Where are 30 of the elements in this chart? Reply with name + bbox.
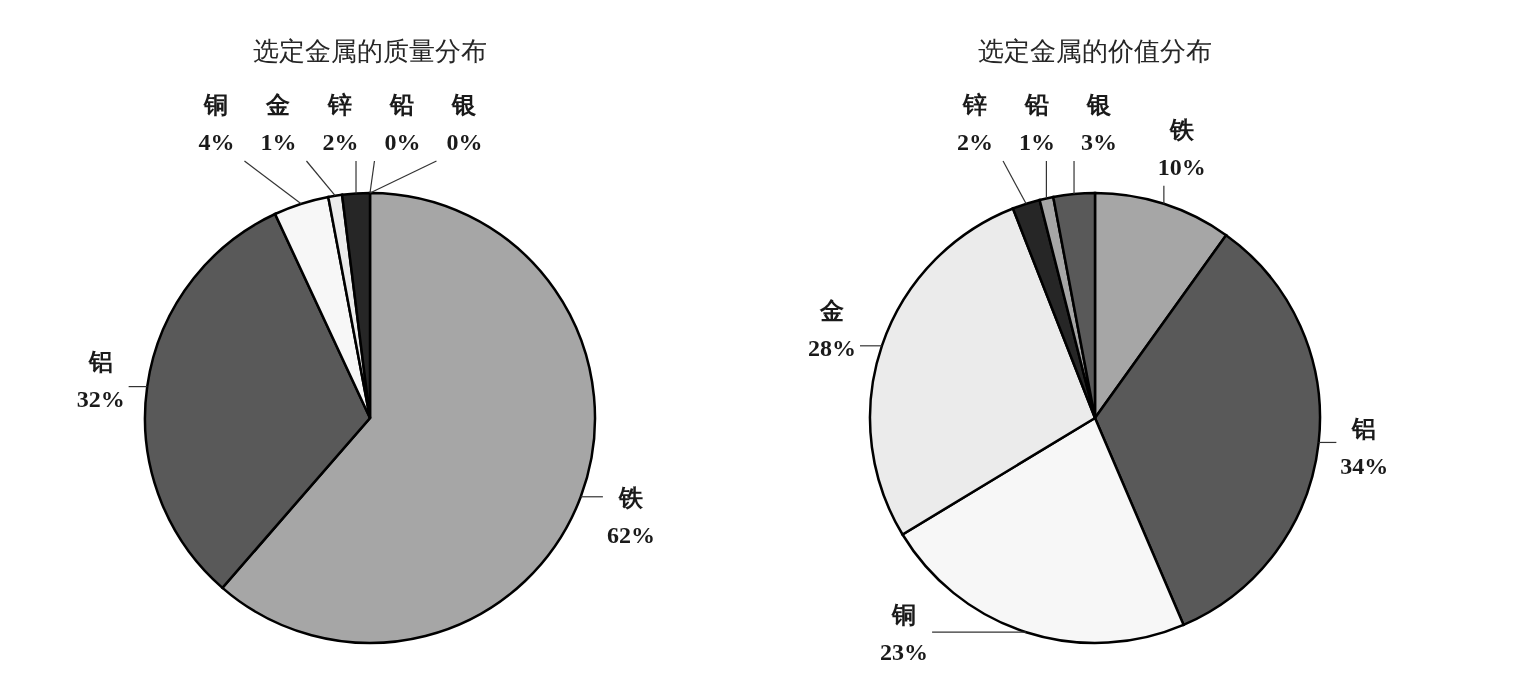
data-label: 10% <box>1157 153 1206 180</box>
slice-label: 铁 <box>1168 116 1195 143</box>
slice-label: 铝 <box>1351 416 1377 443</box>
text: 0% <box>384 129 421 155</box>
category-label: 银 <box>452 92 477 118</box>
data-label: 34% <box>1340 453 1389 480</box>
slice-label: 铅 <box>1024 92 1050 118</box>
data-label: 28% <box>807 334 856 361</box>
data-label: 62% <box>606 521 655 548</box>
data-label: 1% <box>260 129 297 155</box>
data-label: 23% <box>880 639 929 665</box>
slice-label: 铜 <box>891 602 917 628</box>
slice-label: 锌 <box>327 92 353 118</box>
slice-label: 银 <box>1086 92 1113 118</box>
slice-label: 铜 <box>203 92 229 118</box>
category-label: 铅 <box>390 92 415 118</box>
slice-label: 铁 <box>617 484 644 511</box>
chart-title: 选定金属的质量分布 <box>252 36 488 68</box>
text: 0% <box>446 129 483 155</box>
slice-label: 金 <box>265 92 291 118</box>
data-label: 2% <box>322 129 359 155</box>
data-label: 32% <box>76 386 125 413</box>
slice-label: 铝 <box>87 349 113 376</box>
slice-label: 金 <box>818 297 844 324</box>
data-label: 3% <box>1081 129 1118 155</box>
data-label: 4% <box>198 129 235 155</box>
data-label: 2% <box>957 129 994 155</box>
data-label: 1% <box>1019 129 1056 155</box>
slice-label: 锌 <box>962 92 988 118</box>
chart-title: 选定金属的价值分布 <box>977 36 1213 68</box>
